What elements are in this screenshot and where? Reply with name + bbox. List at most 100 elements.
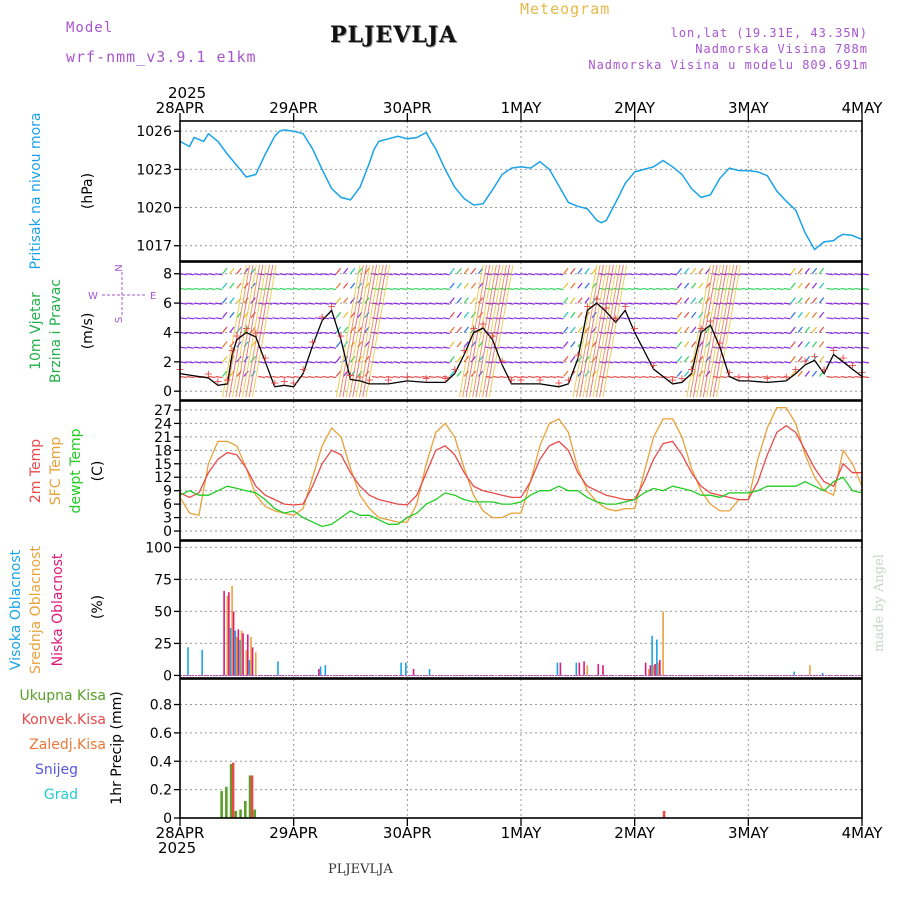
wind-arrow — [584, 297, 590, 304]
wind-arrow — [513, 302, 521, 305]
gust-marker: + — [270, 376, 279, 389]
wind-arrow — [400, 331, 408, 335]
wind-arrow — [535, 302, 543, 305]
wind-arrow — [414, 317, 422, 320]
wind-arrow — [683, 267, 690, 275]
wind-arrow — [670, 317, 678, 320]
cloud-bar — [648, 669, 650, 676]
wind-arrow — [499, 375, 507, 379]
wind-arrow — [620, 331, 628, 335]
pressure-ylabel: Pritisak na nivou mora — [28, 112, 44, 269]
wind-arrow — [314, 302, 322, 305]
wind-arrow — [769, 287, 777, 291]
wind-arrow — [847, 302, 855, 305]
wind-streak — [251, 264, 277, 398]
wind-arrow — [804, 311, 810, 319]
wind-arrow — [535, 331, 543, 335]
wind-arrow — [676, 311, 683, 319]
wind-arrow — [840, 317, 848, 320]
wind-arrow — [577, 326, 583, 333]
wind-arrow — [670, 375, 678, 379]
wind-arrow — [414, 346, 422, 349]
wind-arrow — [286, 331, 294, 335]
cloud-bar — [318, 669, 320, 676]
wind-arrow — [535, 317, 543, 320]
wind-arrow — [861, 273, 870, 276]
wind-arrow — [187, 317, 195, 320]
wind-arrow — [520, 331, 529, 335]
wind-arrow — [470, 267, 477, 275]
grid-layer — [180, 121, 862, 819]
wind-arrow — [847, 346, 855, 349]
wind-arrow — [783, 331, 791, 335]
wind-arrow — [528, 273, 536, 276]
wind-arrow — [563, 326, 569, 333]
precip-bar — [220, 791, 223, 818]
wind-arrow — [400, 287, 408, 291]
gust-marker: + — [497, 354, 506, 367]
wind-arrow — [840, 302, 848, 305]
wind-arrow — [818, 267, 825, 275]
wind-arrow — [258, 375, 266, 379]
cloud-bar — [237, 629, 240, 676]
wind-arrow — [428, 287, 436, 291]
wind-ylabel-1: 10m Vjetar — [28, 292, 44, 370]
x-tick-label-bottom: 2MAY — [614, 824, 656, 842]
wind-streak — [222, 264, 247, 398]
wind-arrow — [641, 361, 649, 364]
wind-arrow — [826, 302, 834, 305]
wind-arrow — [683, 355, 690, 363]
y-tick-label: 15 — [154, 457, 172, 473]
wind-arrow — [265, 346, 273, 349]
wind-arrow — [606, 375, 614, 379]
wind-streak — [365, 264, 391, 398]
wind-streak — [585, 264, 611, 398]
wind-arrow — [762, 361, 770, 364]
wind-arrow — [676, 341, 683, 348]
y-tick-label: 1026 — [136, 124, 172, 140]
gust-marker: + — [611, 312, 620, 325]
wind-arrow — [342, 267, 349, 275]
wind-arrow — [741, 302, 749, 305]
y-tick-label: 1020 — [136, 201, 172, 217]
wind-arrow — [542, 375, 550, 379]
wind-arrow — [556, 287, 564, 291]
wind-arrow — [691, 267, 697, 275]
model-name: wrf-nmm_v3.9.1 e1km — [66, 48, 257, 66]
x-tick-label-top: 30APR — [383, 99, 432, 117]
wind-arrow — [648, 331, 656, 335]
wind-arrow — [329, 375, 337, 379]
wind-arrow — [549, 317, 557, 320]
x-tick-label-bottom: 1MAY — [501, 824, 543, 842]
x-tick-label-bottom: 29APR — [269, 824, 318, 842]
wind-arrow — [385, 317, 394, 320]
wind-arrow — [818, 311, 825, 319]
wind-arrow — [520, 375, 529, 379]
wind-arrow — [676, 326, 683, 333]
wind-arrow — [563, 341, 569, 348]
cloud-bar — [656, 639, 658, 676]
wind-arrow — [683, 297, 690, 304]
wind-arrow — [371, 317, 379, 320]
wind-arrow — [329, 287, 337, 291]
cloud-bar — [662, 611, 664, 676]
x-tick-label-top: 1MAY — [501, 99, 543, 117]
cloud-bar — [793, 671, 795, 676]
lonlat-label: lon,lat (19.31E, 43.35N) — [670, 26, 868, 40]
wind-arrow — [655, 361, 663, 364]
gust-marker: + — [232, 329, 241, 342]
wind-arrow — [670, 273, 678, 276]
wind-streak — [248, 264, 274, 398]
wind-arrow — [676, 370, 683, 377]
wind-arrow — [811, 326, 818, 333]
wind-arrow — [314, 287, 322, 291]
cloud-bar — [659, 660, 661, 676]
wind-arrow — [342, 297, 349, 304]
wind-arrow — [627, 375, 635, 379]
cloud-bar — [223, 590, 225, 676]
wind-arrow — [428, 273, 436, 276]
gust-marker: + — [621, 300, 630, 313]
wind-arrow — [861, 361, 870, 364]
model-label: Model — [66, 20, 114, 36]
y-tick-label: 18 — [154, 443, 172, 459]
